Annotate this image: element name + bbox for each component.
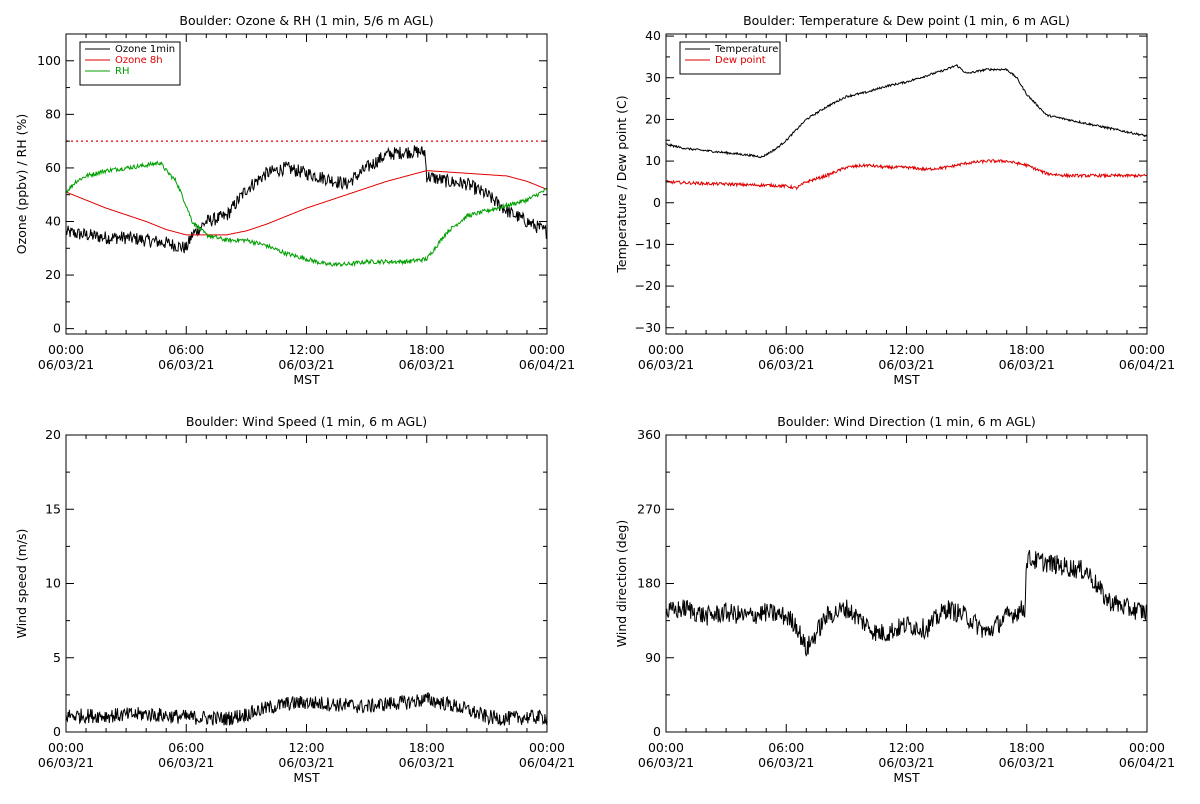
series-line-1 [66,691,547,726]
y-axis-label: Wind direction (deg) [614,520,629,647]
y-tick-label: −20 [635,278,661,293]
x-tick-label: 00:00 [529,740,565,755]
x-tick-label: 06/03/21 [758,357,814,372]
y-tick-label: 0 [53,724,61,739]
x-tick-label: 12:00 [888,342,924,357]
y-axis-label: Ozone (ppbv) / RH (%) [14,114,29,254]
x-tick-label: 00:00 [648,740,684,755]
y-tick-label: 180 [637,576,661,591]
x-tick-label: 06:00 [168,342,204,357]
x-tick-label: 00:00 [48,342,84,357]
x-tick-label: 06/03/21 [158,357,214,372]
chart-title: Boulder: Wind Speed (1 min, 6 m AGL) [186,414,427,429]
x-tick-label: 06/03/21 [758,755,814,770]
y-tick-label: 80 [45,106,61,121]
y-tick-label: 20 [645,111,661,126]
x-tick-label: 06:00 [768,342,804,357]
x-tick-label: 06/04/21 [1119,357,1175,372]
x-tick-label: 00:00 [529,342,565,357]
x-tick-label: 18:00 [409,342,445,357]
series-line-1 [66,145,547,254]
series-line-1 [666,64,1147,159]
legend-label: Ozone 1min [115,44,175,55]
legend-label: Ozone 8h [115,55,163,66]
x-tick-label: 06/04/21 [1119,755,1175,770]
y-axis-label: Wind speed (m/s) [14,529,29,639]
x-tick-label: 06/03/21 [278,357,334,372]
y-tick-label: 0 [653,195,661,210]
legend-label: Dew point [715,55,766,66]
y-tick-label: 0 [53,321,61,336]
legend-label: Temperature [714,44,778,55]
y-tick-label: 5 [53,650,61,665]
x-tick-label: 06/03/21 [638,755,694,770]
y-tick-label: 90 [645,650,661,665]
y-tick-label: 10 [45,576,61,591]
x-axis-label: MST [893,372,920,387]
series-line-2 [666,159,1147,191]
x-tick-label: 06/03/21 [278,755,334,770]
x-tick-label: 06/03/21 [399,755,455,770]
y-tick-label: 360 [637,427,661,442]
x-tick-label: 12:00 [288,342,324,357]
x-tick-label: 00:00 [1129,740,1165,755]
chart-title: Boulder: Ozone & RH (1 min, 5/6 m AGL) [179,13,433,28]
y-tick-label: −10 [635,236,661,251]
series-line-2 [66,170,547,236]
x-tick-label: 06/03/21 [878,755,934,770]
y-axis-label: Temperature / Dew point (C) [614,95,629,273]
y-tick-label: 20 [45,427,61,442]
plot-frame [65,434,548,733]
x-tick-label: 00:00 [648,342,684,357]
y-tick-label: 100 [37,53,61,68]
x-tick-label: 18:00 [1009,740,1045,755]
plot-frame [665,434,1148,733]
series-line-1 [666,550,1147,657]
x-tick-label: 18:00 [1009,342,1045,357]
x-axis-label: MST [293,770,320,785]
x-tick-label: 06/03/21 [999,357,1055,372]
y-tick-label: 0 [653,724,661,739]
y-tick-label: 60 [45,160,61,175]
x-axis-label: MST [893,770,920,785]
y-tick-label: 40 [645,28,661,43]
panel-3: Boulder: Wind Speed (1 min, 6 m AGL) 00:0… [14,414,575,785]
y-tick-label: 270 [637,501,661,516]
x-tick-label: 06/04/21 [519,357,575,372]
legend-label: RH [115,66,129,77]
x-tick-label: 06/03/21 [38,357,94,372]
x-tick-label: 12:00 [288,740,324,755]
panel-1: Boulder: Ozone & RH (1 min, 5/6 m AGL)00… [14,13,575,387]
y-tick-label: 40 [45,214,61,229]
x-tick-label: 06/03/21 [158,755,214,770]
x-axis-label: MST [293,372,320,387]
x-tick-label: 06/04/21 [519,755,575,770]
y-tick-label: 10 [645,153,661,168]
x-tick-label: 12:00 [888,740,924,755]
x-tick-label: 06/03/21 [399,357,455,372]
x-tick-label: 06/03/21 [878,357,934,372]
x-tick-label: 06/03/21 [638,357,694,372]
x-tick-label: 18:00 [409,740,445,755]
chart-title: Boulder: Temperature & Dew point (1 min,… [743,13,1070,28]
x-tick-label: 06:00 [768,740,804,755]
y-tick-label: 30 [645,70,661,85]
y-tick-label: 15 [45,501,61,516]
series-line-3 [66,160,547,268]
x-tick-label: 00:00 [1129,342,1165,357]
y-tick-label: −30 [635,320,661,335]
x-tick-label: 06/03/21 [38,755,94,770]
panel-2: Boulder: Temperature & Dew point (1 min,… [614,13,1175,387]
panel-4: Boulder: Wind Direction (1 min, 6 m AGL)… [614,414,1175,785]
x-tick-label: 00:00 [48,740,84,755]
y-tick-label: 20 [45,267,61,282]
x-tick-label: 06/03/21 [999,755,1055,770]
x-tick-label: 06:00 [168,740,204,755]
legend-box [679,41,781,75]
chart-title: Boulder: Wind Direction (1 min, 6 m AGL) [777,414,1035,429]
